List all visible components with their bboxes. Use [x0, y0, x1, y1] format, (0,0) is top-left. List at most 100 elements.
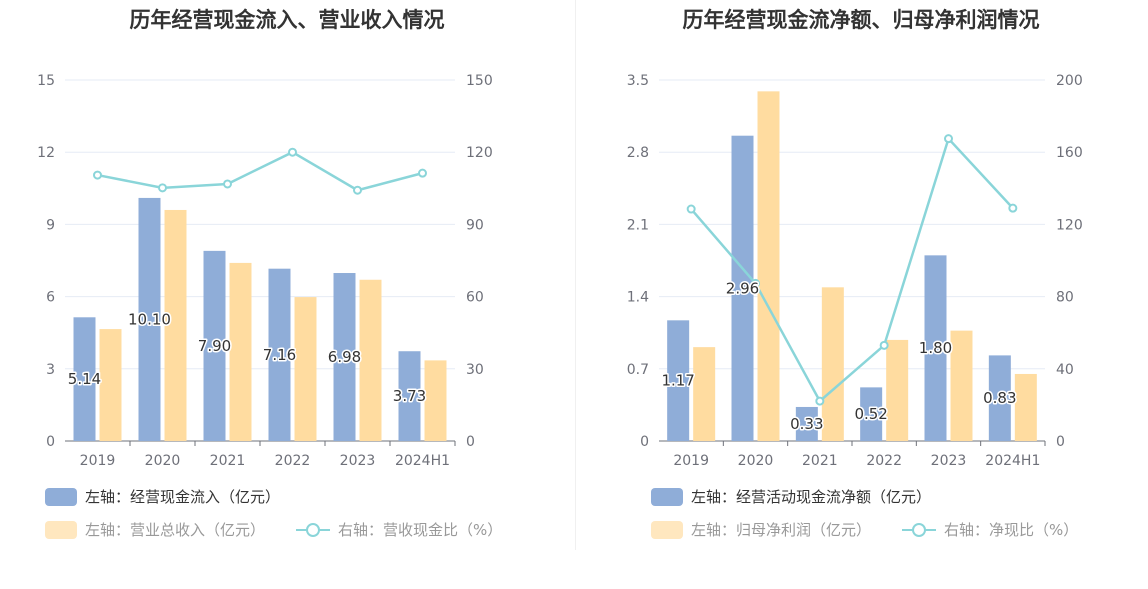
line-point [158, 183, 167, 193]
chart-title: 历年经营现金流净额、归母净利润情况 [682, 8, 1040, 32]
legend-label: 左轴：经营现金流入（亿元） [85, 488, 281, 506]
legend-swatch-bar2 [651, 520, 683, 539]
legend-item-series-3[interactable]: 右轴：净现比（%） [902, 519, 1078, 540]
line-point [686, 204, 696, 214]
y-left-tick-label: 0 [640, 434, 649, 450]
line-point [93, 170, 102, 180]
y-left-tick-label: 1.4 [627, 290, 649, 306]
data-label: 0.83 [983, 389, 1016, 407]
bar-series-2 [757, 91, 780, 442]
y-right-tick-label: 40 [1056, 362, 1074, 378]
bar-series-2 [821, 287, 844, 441]
bar-series-2 [164, 209, 187, 441]
y-left-tick-label: 0 [46, 434, 55, 450]
bar-series-1 [924, 255, 947, 441]
chart-title: 历年经营现金流入、营业收入情况 [129, 8, 445, 32]
legend-item-series-1[interactable]: 左轴：经营活动现金流净额（亿元） [651, 486, 931, 507]
data-label: 0.33 [790, 415, 823, 433]
bar-series-1 [860, 387, 883, 441]
y-left-tick-label: 9 [46, 217, 55, 233]
y-left-tick-label: 15 [37, 73, 55, 89]
bar-series-2 [693, 347, 716, 441]
data-label: 6.98 [328, 348, 361, 366]
data-label: 1.17 [661, 372, 694, 390]
data-label: 7.16 [263, 346, 296, 364]
panel-divider [575, 0, 576, 550]
data-label: 1.80 [919, 339, 952, 357]
y-right-tick-label: 200 [1056, 73, 1083, 89]
line-series [97, 150, 423, 192]
legend-item-series-3[interactable]: 右轴：营收现金比（%） [296, 519, 502, 540]
line-point [418, 168, 427, 178]
bar-series-1 [667, 320, 690, 441]
x-tick-label: 2022 [275, 453, 311, 469]
legend-line-icon [296, 521, 330, 539]
chart-plot: 0 0 0.7 40 1.4 80 2.1 120 2.8 160 3.5 200 2019 2020 20… [627, 73, 1083, 469]
legend-label: 右轴：净现比（%） [944, 521, 1079, 539]
legend-label: 左轴：营业总收入（亿元） [85, 521, 266, 539]
bar-series-1 [203, 250, 226, 441]
y-right-tick-label: 160 [1056, 145, 1083, 161]
chart-panel-left: 历年经营现金流入、营业收入情况 0 0 3 30 6 60 9 90 12 120 15 150 201… [37, 8, 502, 540]
bar-series-2 [229, 262, 252, 441]
bar-series-2 [950, 330, 973, 441]
bar-series-1 [398, 351, 421, 441]
legend-label: 左轴：归母净利润（亿元） [691, 521, 872, 539]
line-point [879, 340, 889, 350]
x-tick-label: 2021 [802, 453, 838, 469]
bar-series-2 [99, 329, 122, 441]
legend-line-icon [902, 521, 936, 539]
bar-series-2 [886, 339, 909, 441]
line-point [751, 278, 760, 288]
bar-series-1 [988, 355, 1011, 441]
data-label: 7.90 [198, 337, 231, 355]
data-label: 10.10 [128, 310, 171, 328]
y-left-tick-label: 6 [46, 290, 55, 306]
y-right-tick-label: 0 [1056, 434, 1065, 450]
y-left-tick-label: 3.5 [627, 73, 649, 89]
y-left-tick-label: 2.8 [627, 145, 649, 161]
legend-item-series-2[interactable]: 左轴：归母净利润（亿元） [651, 519, 871, 540]
line-point [1008, 203, 1018, 213]
y-left-tick-label: 2.1 [627, 217, 649, 233]
data-label: 3.73 [393, 387, 426, 405]
x-tick-label: 2020 [738, 453, 774, 469]
x-tick-label: 2020 [145, 453, 181, 469]
bar-series-1 [731, 135, 754, 441]
x-tick-label: 2019 [80, 453, 116, 469]
y-left-tick-label: 3 [46, 362, 55, 378]
data-label: 0.52 [854, 405, 887, 423]
bar-series-1 [795, 406, 818, 441]
y-left-tick-label: 12 [37, 145, 55, 161]
y-right-tick-label: 30 [466, 362, 484, 378]
bar-series-1 [333, 273, 356, 441]
line-point [288, 147, 297, 157]
x-tick-label: 2021 [210, 453, 246, 469]
x-tick-label: 2023 [340, 453, 376, 469]
x-tick-label: 2022 [866, 453, 902, 469]
bar-series-1 [268, 268, 291, 441]
line-point [944, 134, 953, 144]
y-right-tick-label: 120 [1056, 217, 1083, 233]
bar-series-2 [1014, 373, 1037, 441]
line-point [223, 179, 232, 189]
bar-series-2 [359, 279, 382, 441]
x-tick-label: 2023 [931, 453, 967, 469]
legend-item-series-1[interactable]: 左轴：经营现金流入（亿元） [45, 486, 280, 507]
y-right-tick-label: 80 [1056, 290, 1074, 306]
legend-swatch-bar1 [45, 487, 77, 506]
bar-series-2 [424, 360, 447, 441]
line-point [353, 185, 362, 195]
legend-label: 左轴：经营活动现金流净额（亿元） [691, 488, 932, 506]
chart-plot: 0 0 3 30 6 60 9 90 12 120 15 150 2019 2020 2021 2022 202… [37, 73, 493, 469]
data-label: 5.14 [68, 370, 101, 388]
legend-swatch-bar1 [651, 487, 683, 506]
y-right-tick-label: 0 [466, 434, 475, 450]
line-series [690, 136, 1014, 404]
data-label: 2.96 [726, 279, 759, 297]
chart-panel-right: 历年经营现金流净额、归母净利润情况 0 0 0.7 40 1.4 80 2.1 120 2.8 1… [574, 0, 1148, 589]
x-tick-label: 2024H1 [985, 453, 1040, 469]
legend-item-series-2[interactable]: 左轴：营业总收入（亿元） [45, 519, 265, 540]
y-right-tick-label: 60 [466, 290, 484, 306]
legend-swatch-bar2 [45, 520, 77, 539]
